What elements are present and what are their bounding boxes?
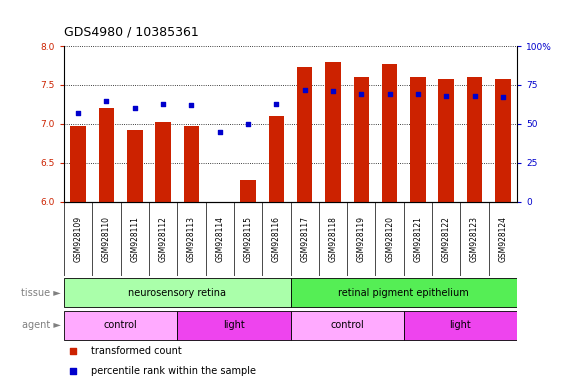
Bar <box>177 311 290 340</box>
Point <box>385 91 394 98</box>
Text: GSM928120: GSM928120 <box>385 216 394 262</box>
Point <box>357 91 366 98</box>
Text: tissue ►: tissue ► <box>21 288 61 298</box>
Bar <box>290 278 517 308</box>
Text: light: light <box>223 320 245 331</box>
Bar <box>439 79 454 202</box>
Bar <box>184 126 199 202</box>
Bar <box>64 311 177 340</box>
Bar <box>268 116 284 202</box>
Text: retinal pigment epithelium: retinal pigment epithelium <box>338 288 469 298</box>
Text: GSM928116: GSM928116 <box>272 216 281 262</box>
Text: GSM928112: GSM928112 <box>159 216 167 262</box>
Point <box>470 93 479 99</box>
Text: GSM928115: GSM928115 <box>243 216 253 262</box>
Bar <box>240 180 256 202</box>
Text: GSM928110: GSM928110 <box>102 216 111 262</box>
Bar <box>404 311 517 340</box>
Point <box>130 105 139 111</box>
Point <box>215 129 224 135</box>
Text: transformed count: transformed count <box>91 346 182 356</box>
Text: GSM928119: GSM928119 <box>357 216 366 262</box>
Point <box>159 101 168 107</box>
Bar <box>64 278 290 308</box>
Text: neurosensory retina: neurosensory retina <box>128 288 226 298</box>
Text: percentile rank within the sample: percentile rank within the sample <box>91 366 256 376</box>
Bar <box>127 130 142 202</box>
Text: GSM928117: GSM928117 <box>300 216 309 262</box>
Text: GSM928118: GSM928118 <box>328 216 338 262</box>
Point <box>243 121 253 127</box>
Bar <box>70 126 86 202</box>
Text: GSM928122: GSM928122 <box>442 216 451 262</box>
Text: GSM928109: GSM928109 <box>74 216 83 262</box>
Bar <box>353 77 369 202</box>
Text: agent ►: agent ► <box>22 320 61 331</box>
Text: GSM928113: GSM928113 <box>187 216 196 262</box>
Point <box>413 91 422 98</box>
Text: GSM928121: GSM928121 <box>414 216 422 262</box>
Point <box>73 110 83 116</box>
Text: GSM928124: GSM928124 <box>498 216 507 262</box>
Bar <box>382 64 397 202</box>
Point <box>272 101 281 107</box>
Text: GSM928111: GSM928111 <box>130 216 139 262</box>
Text: control: control <box>330 320 364 331</box>
Point <box>442 93 451 99</box>
Text: GSM928114: GSM928114 <box>215 216 224 262</box>
Point <box>187 102 196 108</box>
Bar <box>410 77 426 202</box>
Text: control: control <box>103 320 138 331</box>
Text: GSM928123: GSM928123 <box>470 216 479 262</box>
Bar <box>99 108 114 202</box>
Bar <box>155 121 171 202</box>
Point <box>498 94 508 101</box>
Point <box>102 98 111 104</box>
Point <box>69 348 78 354</box>
Point <box>69 367 78 374</box>
Bar <box>495 79 511 202</box>
Text: light: light <box>450 320 471 331</box>
Bar <box>297 67 313 202</box>
Point <box>300 86 309 93</box>
Point <box>328 88 338 94</box>
Bar <box>325 62 341 202</box>
Text: GDS4980 / 10385361: GDS4980 / 10385361 <box>64 25 199 38</box>
Bar <box>467 77 482 202</box>
Bar <box>290 311 404 340</box>
